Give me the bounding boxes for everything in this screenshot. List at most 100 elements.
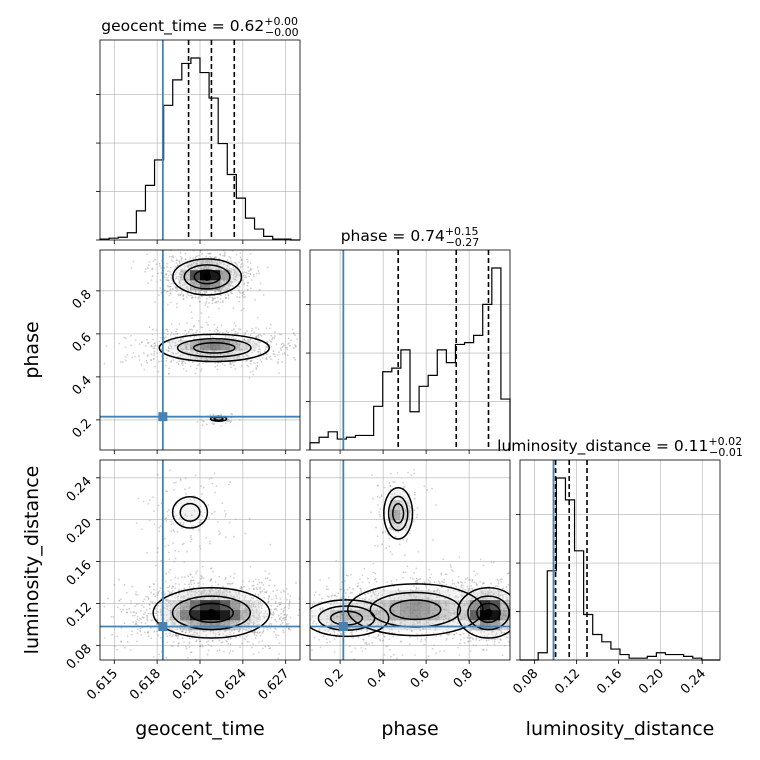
sample-point <box>153 523 156 526</box>
sample-point <box>483 631 486 633</box>
sample-point <box>416 633 418 635</box>
sample-point <box>411 630 413 632</box>
sample-point <box>180 362 183 365</box>
sample-point <box>170 530 173 532</box>
sample-point <box>208 302 211 304</box>
sample-point <box>331 594 334 596</box>
sample-point <box>350 573 352 576</box>
sample-point <box>211 512 213 515</box>
sample-point <box>252 349 255 351</box>
sample-point <box>389 551 392 553</box>
density-cell <box>370 610 381 621</box>
sample-point <box>334 594 336 596</box>
sample-point <box>311 603 314 606</box>
sample-point <box>235 253 238 256</box>
sample-point <box>506 628 509 631</box>
sample-point <box>177 264 179 266</box>
sample-point <box>169 289 172 292</box>
sample-point <box>175 275 178 278</box>
sample-point <box>333 630 335 632</box>
sample-point <box>492 635 495 638</box>
sample-point <box>255 368 258 370</box>
sample-point <box>224 576 227 579</box>
sample-point <box>217 598 220 600</box>
sample-point <box>172 634 175 636</box>
sample-point <box>214 297 217 300</box>
sample-point <box>266 345 268 348</box>
sample-point <box>249 262 252 264</box>
sample-point <box>453 605 456 608</box>
sample-point <box>235 333 238 335</box>
sample-point <box>187 594 190 596</box>
sample-point <box>182 297 185 300</box>
sample-point <box>170 256 173 258</box>
sample-point <box>499 594 502 597</box>
density-cell <box>470 590 481 601</box>
sample-point <box>168 558 171 560</box>
sample-point <box>207 316 210 318</box>
sample-point <box>176 352 179 355</box>
sample-point <box>187 266 189 268</box>
sample-point <box>175 259 178 262</box>
sample-point <box>167 602 170 604</box>
sample-point <box>423 623 426 625</box>
sample-point <box>236 594 239 596</box>
sample-point <box>389 472 392 475</box>
sample-point <box>431 622 434 625</box>
sample-point <box>200 593 203 596</box>
sample-point <box>445 639 448 641</box>
sample-point <box>156 618 159 621</box>
sample-point <box>236 595 239 598</box>
sample-point <box>186 593 189 596</box>
sample-point <box>490 631 493 634</box>
sample-point <box>435 652 437 655</box>
sample-point <box>152 347 155 350</box>
sample-point <box>184 329 187 332</box>
sample-point <box>254 298 256 301</box>
density-cell <box>310 610 321 621</box>
sample-point <box>388 631 391 633</box>
sample-point <box>233 269 236 271</box>
sample-point <box>257 351 260 353</box>
sample-point <box>453 633 456 636</box>
sample-point <box>388 649 391 651</box>
sample-point <box>390 628 393 631</box>
sample-point <box>154 344 157 347</box>
sample-point <box>209 630 212 633</box>
sample-point <box>382 531 384 534</box>
sample-point <box>204 292 207 294</box>
sample-point <box>240 263 243 266</box>
sample-point <box>311 616 314 619</box>
sample-point <box>140 364 143 366</box>
sample-point <box>350 607 352 610</box>
density-cell <box>420 590 431 601</box>
sample-point <box>323 612 326 615</box>
sample-point <box>232 307 235 310</box>
sample-point <box>171 594 174 597</box>
sample-point <box>453 582 456 585</box>
sample-point <box>322 608 324 611</box>
sample-point <box>242 296 245 299</box>
sample-point <box>212 423 215 426</box>
sample-point <box>223 251 226 254</box>
sample-point <box>257 604 260 606</box>
sample-point <box>241 295 244 297</box>
sample-point <box>476 584 478 586</box>
sample-point <box>153 347 156 349</box>
sample-point <box>413 491 416 494</box>
sample-point <box>166 511 169 513</box>
sample-point <box>144 270 147 273</box>
sample-point <box>502 595 504 597</box>
density-cell <box>410 610 421 621</box>
sample-point <box>499 638 502 640</box>
sample-point <box>261 590 264 593</box>
sample-point <box>232 266 235 269</box>
sample-point <box>233 364 235 366</box>
sample-point <box>210 252 212 255</box>
sample-point <box>191 576 194 579</box>
sample-point <box>199 251 202 254</box>
sample-point <box>248 587 250 590</box>
density-cell <box>430 590 441 601</box>
sample-point <box>252 605 255 608</box>
sample-point <box>197 320 200 322</box>
